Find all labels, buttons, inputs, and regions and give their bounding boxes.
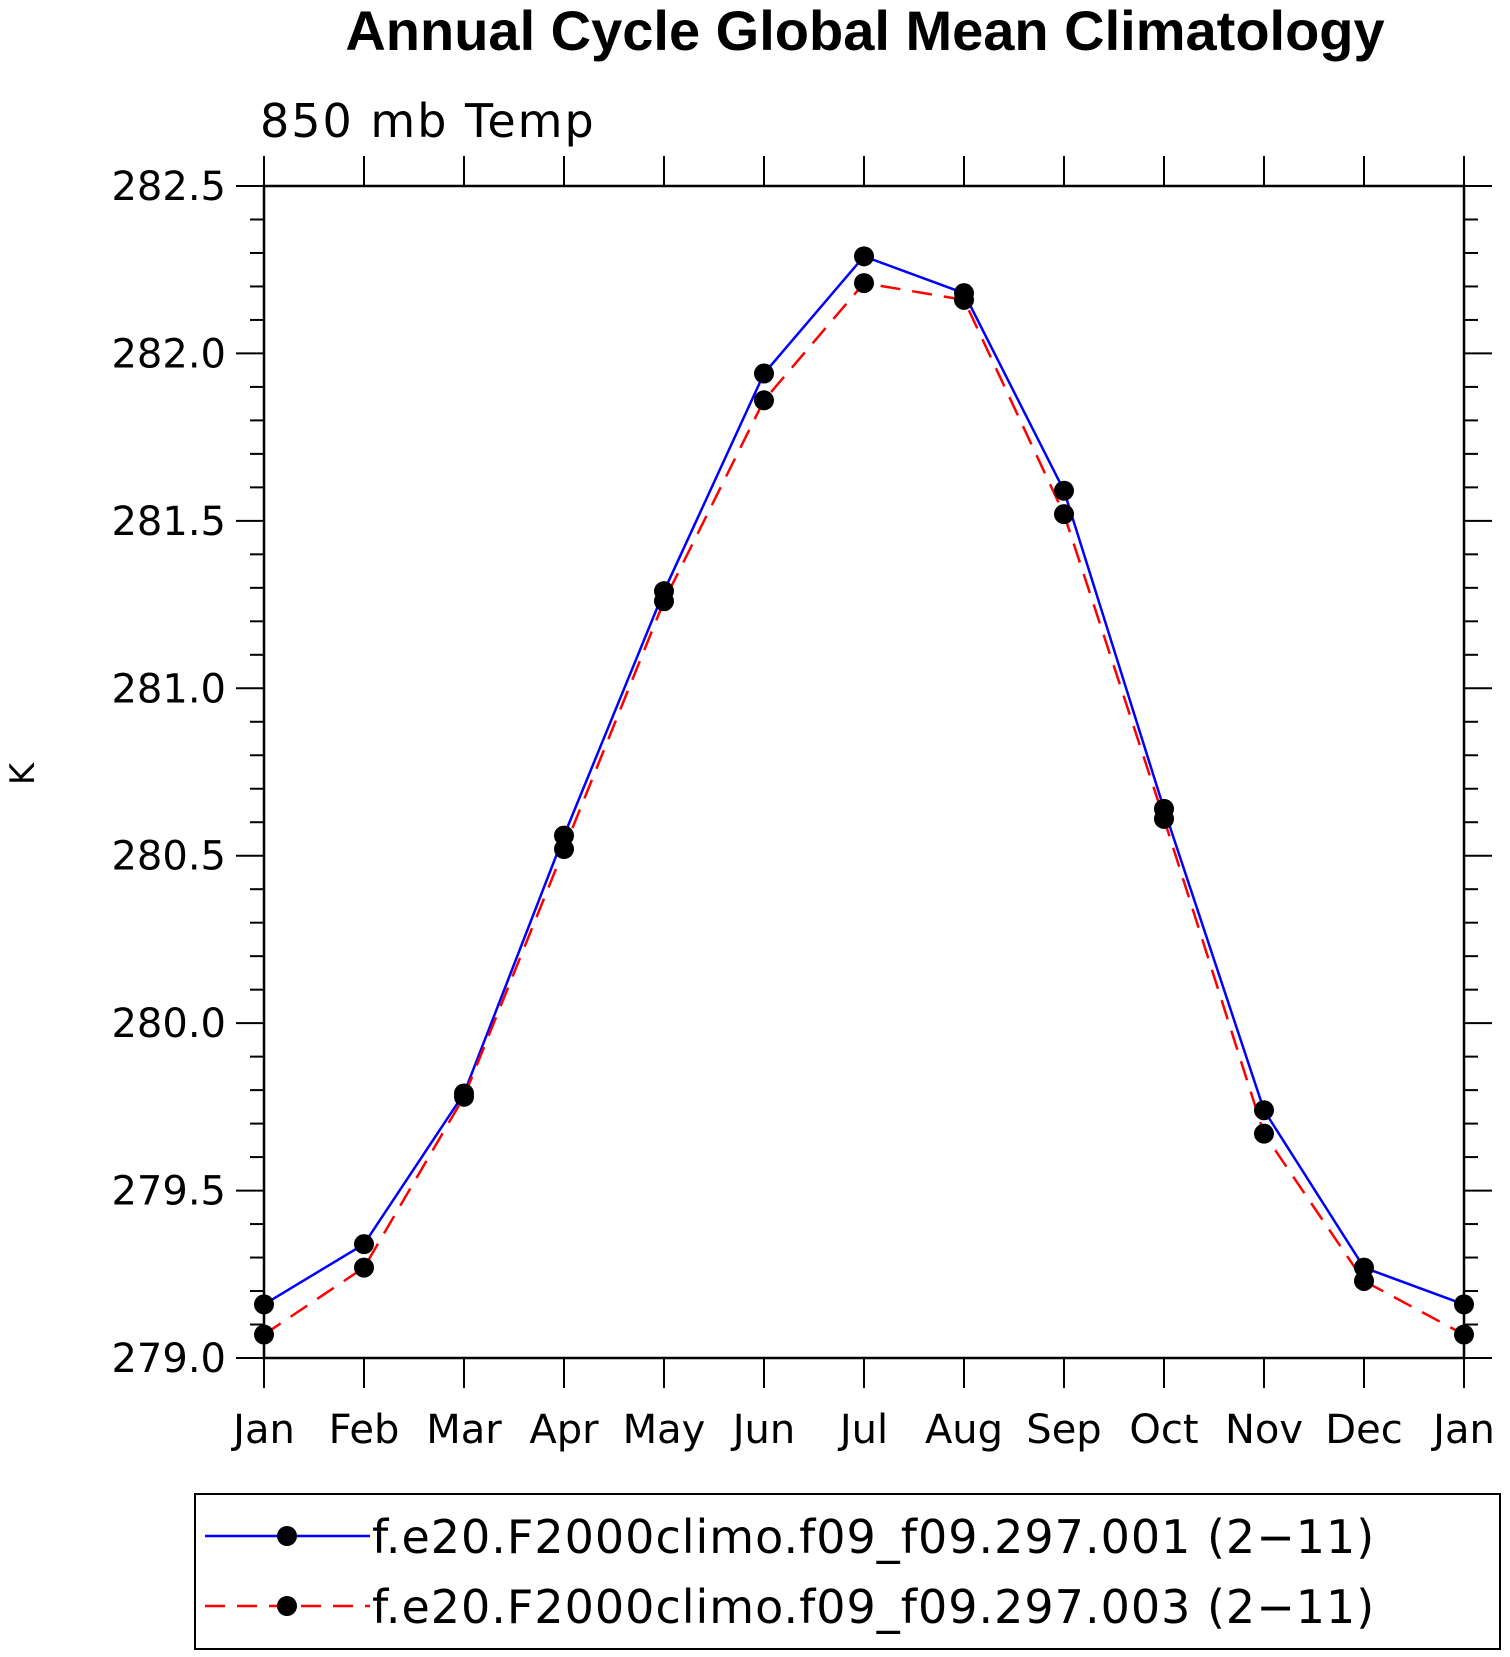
data-point-series-2 — [354, 1257, 374, 1278]
legend-marker-series-2 — [277, 1596, 297, 1616]
y-tick-label: 280.5 — [111, 834, 226, 880]
x-tick-label: May — [623, 1407, 706, 1453]
x-tick-label: Sep — [1026, 1407, 1101, 1453]
plot-border — [262, 184, 1466, 1360]
y-tick-label: 282.5 — [111, 164, 226, 210]
y-axis-label: K — [3, 761, 43, 785]
data-point-series-2 — [854, 273, 874, 294]
data-point-series-2 — [254, 1324, 274, 1345]
data-point-series-2 — [1354, 1270, 1374, 1291]
data-point-series-1 — [354, 1234, 374, 1255]
x-tick-label: Jan — [230, 1407, 295, 1453]
data-point-series-2 — [554, 839, 574, 860]
data-point-series-2 — [754, 390, 774, 411]
x-tick-label: Jan — [1430, 1407, 1495, 1453]
x-tick-label: Jun — [730, 1407, 796, 1453]
legend-label-series-1: f.e20.F2000climo.f09_f09.297.001 (2−11) — [372, 1510, 1375, 1564]
data-point-series-1 — [754, 363, 774, 384]
chart-title: Annual Cycle Global Mean Climatology — [345, 0, 1384, 62]
y-tick-labels: 279.0 279.5 280.0 280.5 281.0 281.5 282.0 282.5 — [111, 164, 226, 1382]
data-point-series-1 — [1454, 1294, 1474, 1315]
y-tick-label: 281.5 — [111, 499, 226, 545]
data-point-series-1 — [854, 246, 874, 267]
x-tick-label: Jul — [837, 1407, 888, 1453]
plot-frame — [262, 184, 1466, 1360]
x-tick-label: Nov — [1225, 1407, 1303, 1453]
data-point-series-2 — [1254, 1123, 1274, 1144]
data-point-series-2 — [1454, 1324, 1474, 1345]
data-point-series-1 — [1054, 480, 1074, 501]
series-line-2 — [263, 281, 1465, 1336]
series-markers — [254, 246, 1474, 1345]
y-tick-label: 280.0 — [111, 1001, 226, 1047]
y-tick-label: 279.5 — [111, 1169, 226, 1215]
x-tick-label: Mar — [426, 1407, 502, 1453]
data-point-series-2 — [454, 1086, 474, 1107]
x-tick-label: Oct — [1129, 1407, 1198, 1453]
y-tick-label: 281.0 — [111, 666, 226, 712]
minor-ticks — [250, 218, 1478, 1326]
y-tick-label: 282.0 — [111, 331, 226, 377]
x-tick-label: Feb — [329, 1407, 400, 1453]
x-tick-label: Aug — [925, 1407, 1003, 1453]
data-point-series-1 — [1254, 1100, 1274, 1121]
series-line-1 — [263, 254, 1465, 1306]
x-tick-label: Apr — [529, 1407, 599, 1453]
x-tick-labels: Jan Feb Mar Apr May Jun Jul Aug Sep Oct Nov Dec Jan — [230, 1407, 1495, 1453]
data-point-series-1 — [254, 1294, 274, 1315]
y-tick-label: 279.0 — [111, 1336, 226, 1382]
data-point-series-2 — [654, 591, 674, 612]
chart-subtitle: 850 mb Temp — [260, 94, 596, 148]
legend-marker-series-1 — [277, 1526, 297, 1546]
legend: f.e20.F2000climo.f09_f09.297.001 (2−11) … — [194, 1493, 1501, 1650]
data-point-series-2 — [1154, 808, 1174, 829]
legend-label-series-2: f.e20.F2000climo.f09_f09.297.003 (2−11) — [372, 1580, 1375, 1634]
data-point-series-2 — [954, 289, 974, 310]
x-tick-label: Dec — [1325, 1407, 1402, 1453]
data-point-series-2 — [1054, 504, 1074, 525]
major-ticks — [236, 156, 1492, 1388]
legend-box — [194, 1493, 1501, 1650]
series-lines — [263, 254, 1465, 1336]
